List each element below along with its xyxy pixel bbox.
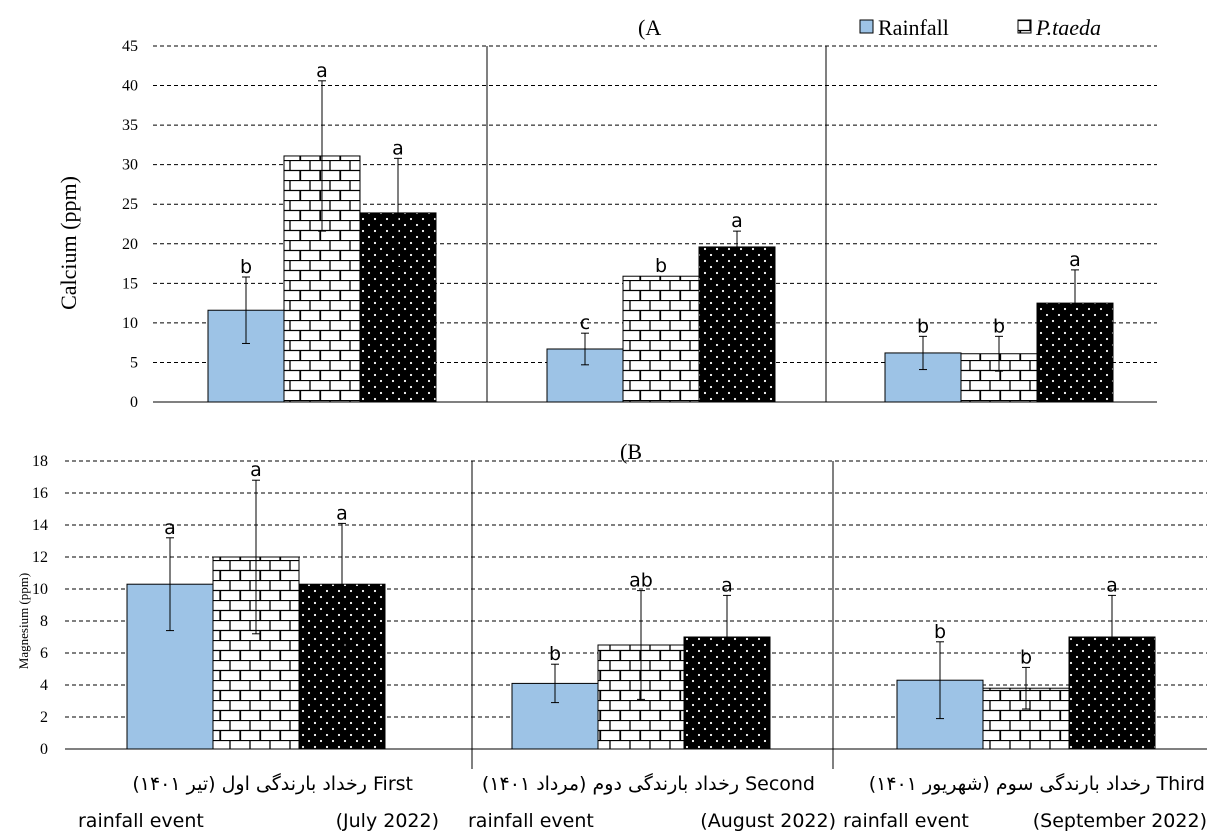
y-tick-label: 15 [122,275,138,292]
y-ticks-calcium: 0 5 10 15 20 25 30 35 40 45 [122,38,138,411]
significance-letter-magnesium-dots-3: a [1106,574,1118,596]
significance-letter-calcium-solid-1: b [240,256,252,278]
significance-letter-magnesium-solid-3: b [934,621,946,643]
error-bar-magnesium-dots-1 [338,522,346,646]
significance-letter-magnesium-brick-1: a [250,459,262,481]
y-axis-label-magnesium: Magnesium (ppm) [16,573,31,669]
error-bar-calcium-solid-3 [919,335,927,371]
significance-letter-calcium-solid-3: b [917,315,929,337]
y-tick-label: 0 [130,394,138,411]
y-tick-label: 4 [40,677,48,694]
legend-label-ptaeda: P.taeda [1035,15,1101,40]
significance-letter-magnesium-solid-1: a [164,517,176,539]
y-tick-label: 45 [122,38,138,55]
category-labels: رخداد بارندگی اول (تیر ۱۴۰۱) First rainf… [78,772,1207,832]
significance-letter-calcium-solid-2: c [580,312,590,334]
y-tick-label: 35 [122,117,138,134]
y-tick-label: 10 [122,315,138,332]
y-tick-label: 16 [32,485,48,502]
legend-swatch-ptaeda [1017,19,1032,34]
significance-letter-magnesium-dots-2: a [721,574,733,596]
category-2-line2-left: rainfall event [468,810,594,832]
significance-letter-calcium-brick-2: b [655,255,667,277]
category-1-line1: رخداد بارندگی اول (تیر ۱۴۰۱) First [132,772,413,795]
legend: Rainfall P.taeda [859,15,1101,40]
error-bar-magnesium-brick-3 [1022,666,1030,710]
y-tick-label: 5 [130,354,138,371]
significance-letter-calcium-brick-3: b [993,315,1005,337]
category-3-line2-right: (September 2022) [1033,810,1207,832]
significance-letter-magnesium-brick-2: ab [629,570,653,592]
y-tick-label: 14 [32,517,48,534]
error-bar-calcium-brick-1 [318,80,326,232]
legend-swatch-rainfall [859,19,874,34]
category-3-line1: رخداد بارندگی سوم (شهریور ۱۴۰۱) Third [869,772,1205,795]
significance-letter-magnesium-dots-1: a [336,502,348,524]
y-tick-label: 25 [122,196,138,213]
error-bar-magnesium-solid-1 [166,537,174,632]
y-axis-label-calcium: Calcium (ppm) [56,176,81,310]
y-tick-label: 6 [40,645,48,662]
category-3-line2-left: rainfall event [843,810,969,832]
y-tick-label: 12 [32,549,48,566]
y-tick-label: 2 [40,709,48,726]
significance-letter-calcium-brick-1: a [316,60,328,82]
legend-label-rainfall: Rainfall [878,15,949,40]
y-tick-label: 20 [122,236,138,253]
significance-letter-calcium-dots-2: a [731,210,743,232]
y-tick-label: 18 [32,453,48,470]
y-tick-label: 40 [122,78,138,95]
panel-title-b: (B [620,439,642,464]
error-bar-magnesium-dots-3 [1108,594,1116,680]
category-2-line1: رخداد بارندگی دوم (مرداد ۱۴۰۱) Second [482,772,815,795]
significance-letter-calcium-dots-1: a [392,137,404,159]
significance-letter-magnesium-solid-2: b [549,643,561,665]
y-tick-label: 0 [40,741,48,758]
error-bar-magnesium-brick-2 [637,590,645,700]
y-tick-label: 30 [122,157,138,174]
bar-calcium-dots-2 [698,246,776,403]
y-ticks-magnesium: 0 2 4 6 8 10 12 14 16 18 [32,453,48,758]
error-bar-magnesium-solid-2 [551,663,559,704]
y-tick-label: 8 [40,613,48,630]
error-bar-calcium-dots-3 [1071,269,1079,337]
panel-calcium: 0 5 10 15 20 25 30 35 40 45 b c b a b b a a a Calcium (pp… [56,15,1157,411]
error-bar-magnesium-solid-3 [936,641,944,720]
significance-letter-calcium-dots-3: a [1069,249,1081,271]
error-bar-magnesium-dots-2 [723,594,731,680]
error-bar-calcium-brick-3 [995,335,1003,372]
error-bar-calcium-solid-1 [242,276,250,344]
panel-title-a: (A [638,15,661,40]
category-2-line2-right: (August 2022) [700,810,836,832]
error-bar-magnesium-brick-1 [252,479,260,635]
significance-letter-magnesium-brick-3: b [1020,646,1032,668]
bars-calcium: b c b a b b a a a [207,60,1114,403]
bar-calcium-brick-2 [622,275,700,403]
error-bar-calcium-dots-1 [394,157,402,269]
error-bar-calcium-dots-2 [733,230,741,264]
category-1-line2-left: rainfall event [78,810,204,832]
category-1-line2-right: (July 2022) [336,810,439,832]
error-bar-calcium-solid-2 [581,332,589,366]
y-tick-label: 10 [32,581,48,598]
